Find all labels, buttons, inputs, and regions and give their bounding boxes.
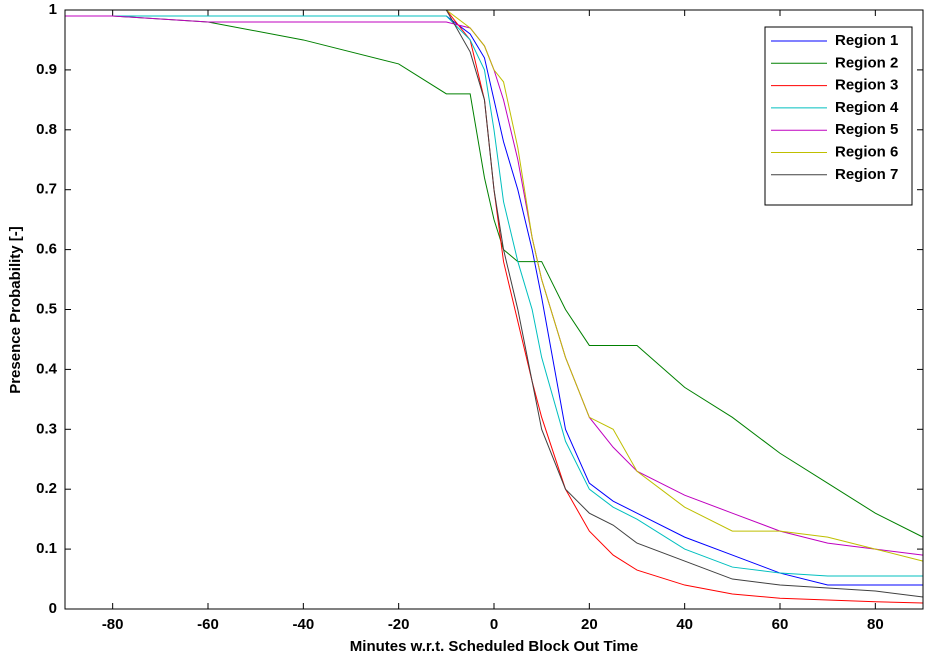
y-axis-label: Presence Probability [-] [7,226,24,394]
legend-label: Region 2 [835,54,898,71]
x-tick-label: 40 [676,616,693,633]
x-axis-label: Minutes w.r.t. Scheduled Block Out Time [350,638,638,655]
plot-frame [64,9,924,610]
x-tick-label: -60 [197,616,219,633]
y-tick-label: 0.5 [36,300,57,317]
y-tick-label: 0.6 [36,241,57,258]
series-line [65,15,924,538]
x-tick-label: 0 [490,616,498,633]
y-tick-label: 0.4 [36,360,58,377]
y-tick-label: 0.2 [36,480,57,497]
x-tick-label: -80 [102,616,124,633]
legend-label: Region 4 [835,99,899,116]
y-tick-label: 0.3 [36,420,57,437]
y-tick-label: 0 [49,600,57,617]
x-tick-label: 80 [867,616,884,633]
y-tick-label: 0.1 [36,540,57,557]
x-tick-label: 20 [581,616,598,633]
legend-label: Region 6 [835,143,898,160]
x-tick-label: -40 [292,616,314,633]
legend-label: Region 1 [835,32,898,49]
y-tick-label: 0.8 [36,121,57,138]
y-tick-label: 1 [49,1,57,18]
y-tick-label: 0.7 [36,181,57,198]
y-tick-label: 0.9 [36,61,57,78]
legend-box [764,26,913,206]
legend-label: Region 7 [835,166,898,183]
legend-label: Region 3 [835,77,898,94]
x-tick-label: 60 [772,616,789,633]
legend-label: Region 5 [835,121,898,138]
x-tick-label: -20 [388,616,410,633]
series-line [65,15,923,577]
